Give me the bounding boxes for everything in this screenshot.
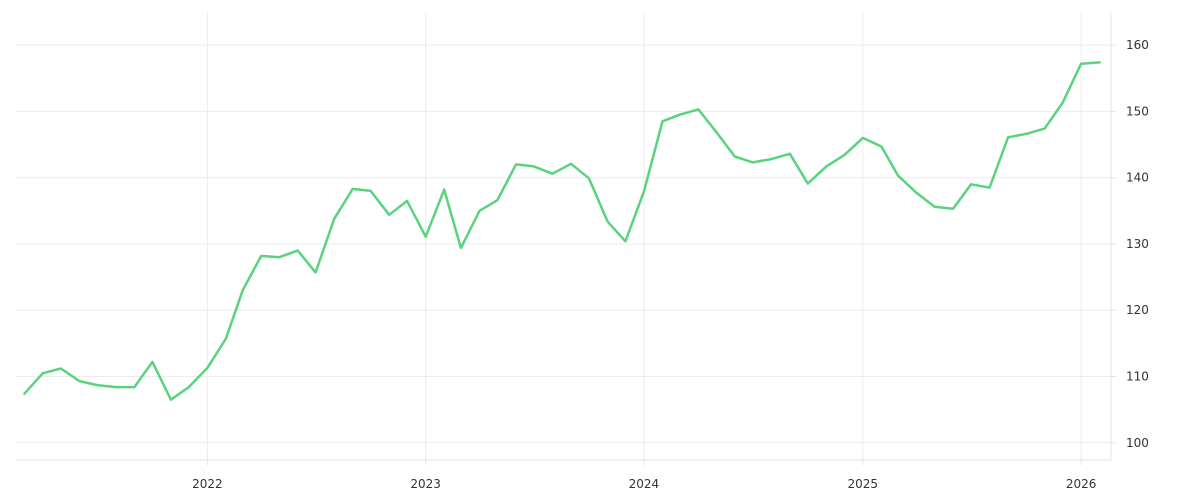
axes bbox=[16, 12, 1116, 465]
y-tick-label: 150 bbox=[1126, 104, 1149, 118]
tick-labels: 100 110 120 130 140 150 160 2022 2023 2024 2025 202… bbox=[192, 38, 1149, 491]
y-tick-label: 140 bbox=[1126, 171, 1149, 185]
y-tick-label: 120 bbox=[1126, 303, 1149, 317]
series-line bbox=[23, 61, 1101, 401]
x-tick-label: 2022 bbox=[192, 477, 223, 491]
y-tick-label: 100 bbox=[1126, 436, 1149, 450]
y-tick-label: 110 bbox=[1126, 369, 1149, 383]
x-tick-label: 2026 bbox=[1066, 477, 1097, 491]
y-tick-label: 160 bbox=[1126, 38, 1149, 52]
y-tick-label: 130 bbox=[1126, 237, 1149, 251]
x-tick-label: 2025 bbox=[848, 477, 879, 491]
series-layer bbox=[23, 61, 1101, 401]
x-tick-label: 2024 bbox=[629, 477, 660, 491]
x-tick-label: 2023 bbox=[410, 477, 441, 491]
